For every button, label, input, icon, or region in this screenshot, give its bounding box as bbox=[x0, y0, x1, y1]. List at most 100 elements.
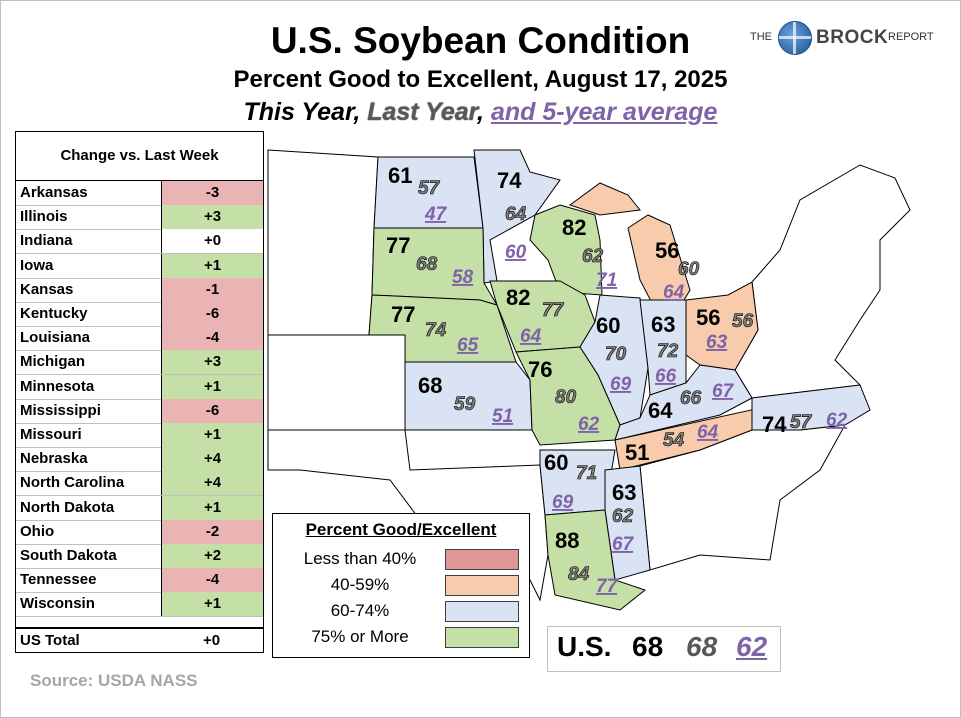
table-row: Kansas -1 bbox=[16, 277, 263, 303]
label-avg-north-dakota: 47 bbox=[424, 204, 448, 225]
table-row: Wisconsin +1 bbox=[16, 592, 263, 618]
label-this-year-tennessee: 51 bbox=[625, 440, 649, 465]
globe-icon bbox=[778, 21, 812, 55]
label-last-year-kansas: 59 bbox=[454, 394, 476, 415]
label-avg-missouri: 62 bbox=[578, 414, 600, 435]
state-shape-louisiana bbox=[544, 509, 647, 611]
change-table: Change vs. Last Week Arkansas -3 Illinois +… bbox=[15, 131, 264, 653]
row-state: Missouri bbox=[20, 426, 82, 443]
label-last-year-michigan: 60 bbox=[678, 259, 700, 280]
label-this-year-arkansas: 60 bbox=[544, 450, 568, 475]
table-row: Missouri +1 bbox=[16, 423, 263, 448]
table-row: North Dakota +1 bbox=[16, 495, 263, 521]
label-this-year-north-dakota: 61 bbox=[388, 163, 412, 188]
legend-swatch bbox=[445, 549, 519, 570]
label-avg-wisconsin: 71 bbox=[596, 270, 617, 291]
label-avg-minnesota: 60 bbox=[505, 242, 527, 263]
table-row: Kentucky -6 bbox=[16, 302, 263, 327]
label-this-year-north-carolina: 74 bbox=[762, 412, 787, 437]
map-shapes bbox=[267, 149, 911, 611]
table-row: Arkansas -3 bbox=[16, 181, 263, 206]
us-total-last-year: 68 bbox=[686, 631, 718, 662]
legend-item: 60-74% bbox=[273, 597, 529, 623]
state-shape-mississippi bbox=[604, 465, 651, 581]
label-this-year-louisiana: 88 bbox=[555, 528, 579, 553]
label-this-year-kentucky: 64 bbox=[648, 398, 673, 423]
table-row: Mississippi -6 bbox=[16, 398, 263, 424]
row-state: Kentucky bbox=[20, 305, 88, 322]
source-note: Source: USDA NASS bbox=[30, 671, 198, 690]
change-table-header: Change vs. Last Week bbox=[16, 132, 263, 181]
label-last-year-mississippi: 62 bbox=[612, 506, 634, 527]
row-state: South Dakota bbox=[20, 547, 117, 564]
table-row: Michigan +3 bbox=[16, 350, 263, 376]
row-change: -1 bbox=[161, 277, 263, 302]
table-row: Iowa +1 bbox=[16, 253, 263, 279]
table-row: Illinois +3 bbox=[16, 205, 263, 231]
label-avg-kansas: 51 bbox=[492, 406, 513, 427]
label-last-year-iowa: 77 bbox=[542, 300, 565, 321]
label-this-year-south-dakota: 77 bbox=[386, 233, 410, 258]
label-last-year-missouri: 80 bbox=[555, 387, 577, 408]
row-change: +1 bbox=[161, 495, 263, 520]
row-change: +3 bbox=[161, 350, 263, 375]
label-last-year-north-carolina: 57 bbox=[790, 412, 813, 433]
legend-label: 40-59% bbox=[330, 575, 390, 594]
state-shape-kentucky bbox=[614, 364, 753, 441]
label-avg-north-carolina: 62 bbox=[826, 410, 848, 431]
label-this-year-indiana: 63 bbox=[651, 312, 675, 337]
label-last-year-indiana: 72 bbox=[657, 341, 679, 362]
row-state: Nebraska bbox=[20, 450, 88, 468]
legend-swatch bbox=[445, 601, 519, 622]
table-row: Minnesota +1 bbox=[16, 374, 263, 400]
row-change: +0 bbox=[161, 229, 263, 254]
label-this-year-wisconsin: 82 bbox=[562, 215, 586, 240]
state-shape-ohio bbox=[685, 281, 759, 371]
label-avg-nebraska: 65 bbox=[457, 335, 479, 356]
series-key-line: This Year, Last Year, and 5-year average bbox=[0, 98, 961, 127]
row-change: -6 bbox=[161, 398, 263, 423]
label-last-year-minnesota: 64 bbox=[505, 204, 527, 225]
table-row: Tennessee -4 bbox=[16, 568, 263, 594]
row-change: -2 bbox=[161, 519, 263, 544]
row-change: +4 bbox=[161, 471, 263, 496]
table-row: Louisiana -4 bbox=[16, 326, 263, 352]
label-last-year-ohio: 56 bbox=[732, 311, 754, 332]
row-change: +2 bbox=[161, 544, 263, 568]
legend: Percent Good/Excellent Less than 40% 40-… bbox=[272, 513, 530, 658]
legend-item: 75% or More bbox=[273, 623, 529, 649]
row-state: North Carolina bbox=[20, 474, 125, 492]
row-state: Mississippi bbox=[20, 401, 101, 419]
series-this-year-label: This Year bbox=[243, 98, 354, 126]
label-last-year-tennessee: 54 bbox=[663, 430, 685, 451]
label-avg-illinois: 69 bbox=[610, 374, 632, 395]
logo-report: REPORT bbox=[888, 31, 934, 43]
table-row: Ohio -2 bbox=[16, 519, 263, 545]
label-avg-ohio: 63 bbox=[706, 332, 728, 353]
change-table-total: US Total +0 bbox=[16, 627, 263, 653]
label-last-year-arkansas: 71 bbox=[576, 463, 597, 484]
state-shape-tennessee bbox=[614, 407, 761, 471]
row-state: Arkansas bbox=[20, 184, 88, 201]
map-labels: 6157477464607768588262715660647774658277… bbox=[386, 163, 848, 597]
logo-the: THE bbox=[750, 31, 772, 43]
label-last-year-south-dakota: 68 bbox=[416, 254, 438, 275]
us-total-this-year: 68 bbox=[632, 631, 664, 662]
label-avg-indiana: 66 bbox=[655, 366, 677, 387]
label-avg-michigan: 64 bbox=[663, 282, 685, 303]
us-total-label: U.S. bbox=[557, 631, 612, 662]
chart-title: U.S. Soybean Condition bbox=[270, 20, 691, 61]
table-row: North Carolina +4 bbox=[16, 471, 263, 497]
legend-label: 75% or More bbox=[311, 627, 409, 646]
row-change: -3 bbox=[161, 181, 263, 205]
label-this-year-ohio: 56 bbox=[696, 305, 720, 330]
series-last-year-label: Last Year bbox=[367, 98, 478, 126]
row-state: Kansas bbox=[20, 280, 74, 298]
row-state: Tennessee bbox=[20, 571, 97, 589]
row-state: Wisconsin bbox=[20, 595, 95, 613]
total-label: US Total bbox=[20, 632, 80, 649]
row-state: North Dakota bbox=[20, 498, 115, 516]
label-this-year-nebraska: 77 bbox=[391, 302, 415, 327]
row-state: Illinois bbox=[20, 208, 68, 226]
